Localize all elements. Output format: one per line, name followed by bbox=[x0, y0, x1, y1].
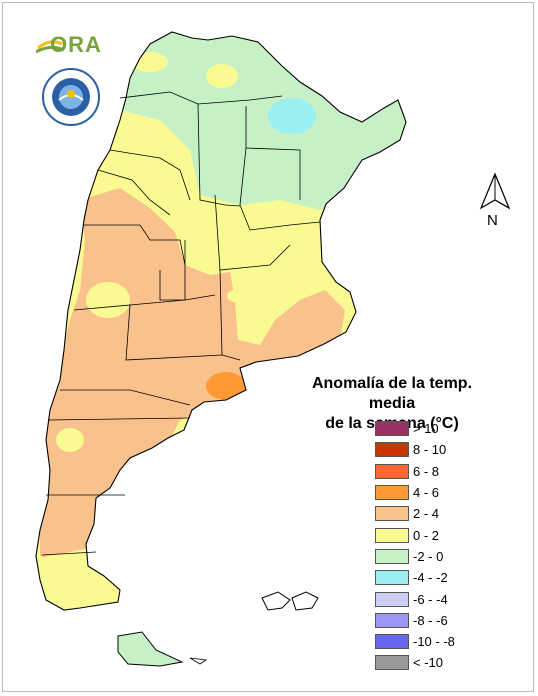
legend-item: -2 - 0 bbox=[375, 546, 455, 567]
legend-label: 2 - 4 bbox=[413, 506, 440, 522]
tierra-del-fuego bbox=[117, 631, 184, 667]
legend-swatch bbox=[375, 442, 409, 458]
legend-label: 0 - 2 bbox=[413, 527, 440, 543]
legend-item: -10 - -8 bbox=[375, 631, 455, 652]
legend-swatch bbox=[375, 548, 409, 564]
legend-swatch bbox=[375, 570, 409, 586]
legend-title-line1: Anomalía de la temp. media bbox=[311, 375, 473, 412]
north-arrow-icon bbox=[479, 172, 511, 210]
legend-label: -10 - -8 bbox=[413, 634, 455, 650]
legend-item: 0 - 2 bbox=[375, 524, 455, 545]
legend-swatch bbox=[375, 527, 409, 543]
legend-item: -8 - -6 bbox=[375, 610, 455, 631]
legend-swatch bbox=[375, 485, 409, 501]
islets bbox=[189, 657, 208, 665]
legend-item: 2 - 4 bbox=[375, 503, 455, 524]
ora-logo: ORA bbox=[35, 30, 102, 58]
province-borders bbox=[41, 91, 321, 556]
legend-swatch bbox=[375, 506, 409, 522]
legend-item: < -10 bbox=[375, 652, 455, 673]
legend-swatch bbox=[375, 591, 409, 607]
legend-swatch bbox=[375, 612, 409, 628]
malvinas-islands bbox=[261, 591, 319, 611]
legend-item: 8 - 10 bbox=[375, 439, 455, 460]
legend-label: 6 - 8 bbox=[413, 463, 440, 479]
legend-label: -8 - -6 bbox=[413, 612, 448, 628]
legend-label: -4 - -2 bbox=[413, 570, 448, 586]
legend-swatch bbox=[375, 463, 409, 479]
ora-logo-text: ORA bbox=[50, 32, 102, 57]
legend-item: > 10 bbox=[375, 418, 455, 439]
legend-item: -6 - -4 bbox=[375, 588, 455, 609]
legend-label: -6 - -4 bbox=[413, 591, 448, 607]
legend-label: -2 - 0 bbox=[413, 548, 444, 564]
smn-seal-logo bbox=[42, 68, 100, 126]
north-arrow: N bbox=[478, 172, 512, 234]
legend-item: 6 - 8 bbox=[375, 461, 455, 482]
legend-swatch bbox=[375, 655, 409, 671]
legend: > 10 8 - 10 6 - 8 4 - 6 2 - 4 0 - 2 -2 -… bbox=[375, 418, 455, 674]
legend-swatch bbox=[375, 634, 409, 650]
legend-item: 4 - 6 bbox=[375, 482, 455, 503]
legend-item: -4 - -2 bbox=[375, 567, 455, 588]
north-label: N bbox=[487, 212, 498, 229]
legend-label: 4 - 6 bbox=[413, 485, 440, 501]
ora-logo-mark bbox=[35, 40, 65, 54]
legend-label: 8 - 10 bbox=[413, 442, 447, 458]
legend-label: < -10 bbox=[413, 655, 443, 671]
legend-swatch bbox=[375, 421, 409, 437]
legend-label: > 10 bbox=[413, 421, 439, 437]
